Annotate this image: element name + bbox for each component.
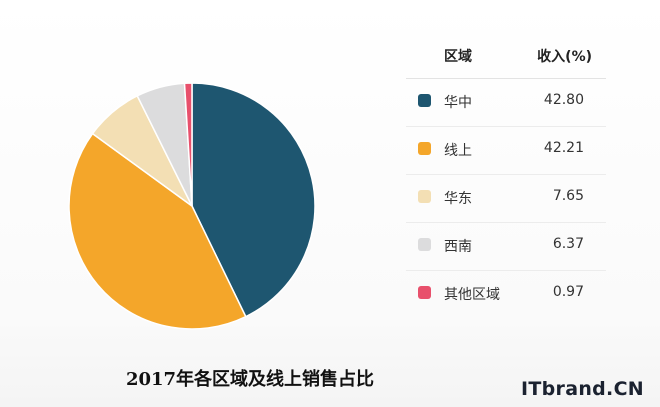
legend-row: 华中 42.80 [406, 79, 606, 127]
legend-label: 其他区域 [444, 287, 500, 303]
legend-swatch [418, 142, 431, 155]
legend-table: 区域 收入(%) 华中 42.80 线上 42.21 华东 7.65 西南 6.… [406, 40, 606, 318]
legend-header-value: 收入(%) [537, 49, 592, 65]
pie-slice-4 [183, 82, 193, 207]
legend-label: 西南 [444, 239, 472, 255]
pie-slice-1 [68, 132, 247, 330]
pie-chart [68, 82, 316, 330]
legend-swatch [418, 238, 431, 251]
legend-row: 其他区域 0.97 [406, 271, 606, 318]
legend-label: 线上 [444, 143, 472, 159]
legend-value: 7.65 [552, 188, 584, 204]
legend-swatch [418, 286, 431, 299]
legend-value: 0.97 [552, 284, 584, 300]
legend-swatch [418, 94, 431, 107]
chart-title: 2017年各区域及线上销售占比 [125, 369, 375, 390]
legend-row: 华东 7.65 [406, 175, 606, 223]
legend-value: 42.21 [543, 140, 584, 156]
legend-value: 42.80 [543, 92, 584, 108]
pie-slice-0 [191, 82, 316, 318]
legend-swatch [418, 190, 431, 203]
legend-label: 华中 [444, 95, 472, 111]
legend-label: 华东 [444, 191, 472, 207]
watermark-logo: ITbrand.CN [521, 378, 645, 400]
legend-row: 西南 6.37 [406, 223, 606, 271]
legend-header-region: 区域 [444, 49, 472, 65]
legend-row: 线上 42.21 [406, 127, 606, 175]
legend-value: 6.37 [552, 236, 584, 252]
legend-header: 区域 收入(%) [406, 40, 606, 79]
